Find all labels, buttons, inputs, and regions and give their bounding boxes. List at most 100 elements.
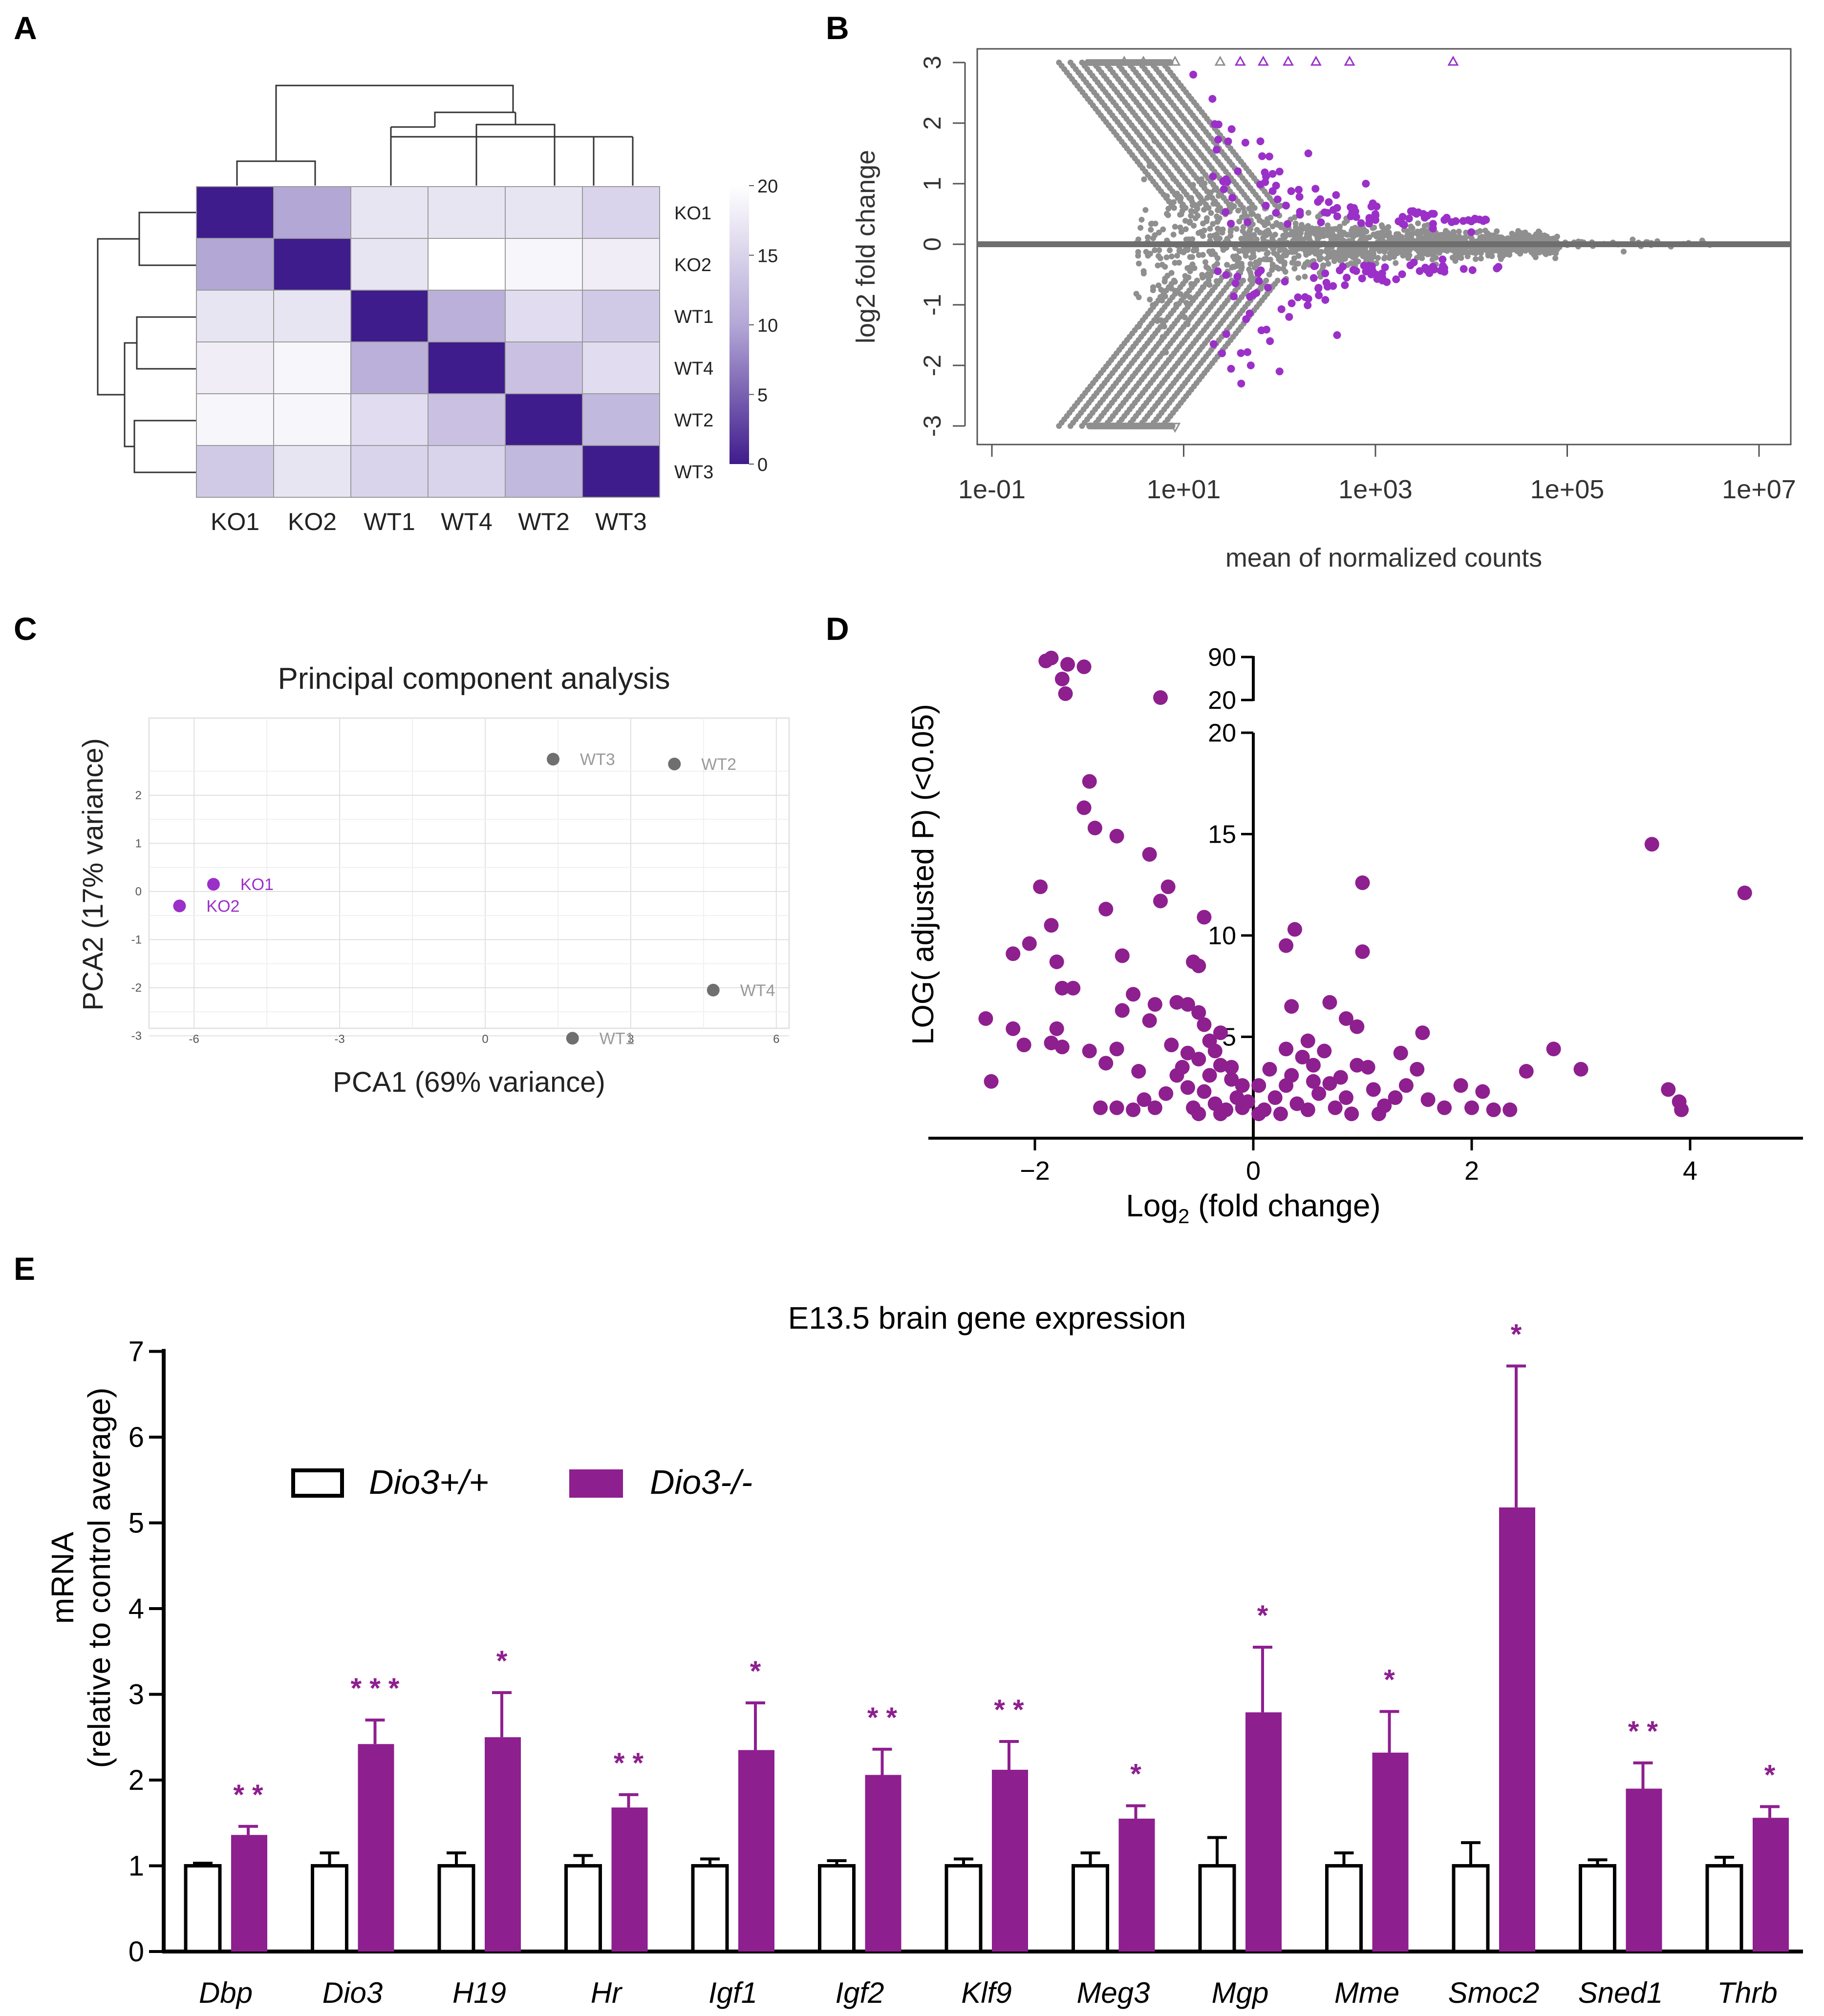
heatmap-cell [505,186,583,239]
heatmap-column-labels: KO1 KO2 WT1 WT4 WT2 WT3 [211,508,647,535]
ma-point [1251,232,1257,238]
pca-y-tick-label: -3 [131,1030,142,1043]
volcano-y-tick-label: 10 [1208,922,1236,950]
knockout-bar [231,1835,267,1952]
bar-y-tick-label: 7 [129,1336,144,1368]
colorbar-tick-label: 15 [757,246,778,267]
ma-point [1159,334,1166,340]
heatmap-row-label: WT4 [674,359,713,379]
ma-point [1212,199,1218,205]
colorbar-tick-label: 5 [757,385,768,406]
heatmap-cell [273,186,351,239]
ma-point [1197,193,1203,200]
ma-point [1135,236,1141,243]
bar-category-label: Meg3 [1076,1976,1150,2009]
heatmap-cell [196,341,274,394]
pca-y-tick-label: 2 [135,789,142,802]
volcano-point [1273,1106,1288,1122]
heatmap-cell [273,341,351,394]
ma-significant-point [1459,265,1468,273]
ma-point [1326,231,1332,237]
volcano-point [1044,918,1059,933]
ma-point [1151,138,1158,144]
volcano-point [1322,1076,1337,1091]
ma-point [1162,293,1168,299]
ma-significant-point [1343,274,1351,282]
ma-significant-point [1295,192,1304,201]
volcano-point [1437,1100,1452,1115]
volcano-point [1213,1106,1228,1122]
volcano-point [1131,1064,1146,1079]
volcano-point [1137,1092,1152,1107]
pca-title: Principal component analysis [278,662,670,696]
ma-point [1191,265,1198,271]
ma-point [1178,248,1184,255]
ma-point [1408,223,1414,230]
volcano-upper-tick-label: 20 [1208,686,1236,715]
knockout-bar [865,1775,901,1952]
ma-significant-point [1281,277,1289,286]
ma-triangle [1137,55,1149,66]
ma-significant-point [1406,261,1415,270]
ma-significant-point [1430,210,1438,218]
pca-x-tick-label: 0 [482,1033,488,1046]
ma-significant-point [1311,185,1320,193]
ma-point [1147,297,1153,303]
ma-significant-point [1219,177,1227,186]
volcano-point [1159,1086,1174,1101]
heatmap-cells [196,186,660,498]
ma-point [1168,285,1175,292]
bar-chart-panel: E13.5 brain gene expression 0 1 2 3 4 5 6 7 * *… [45,1300,1803,2009]
ma-significant-point [1438,262,1447,270]
significance-marker: * [496,1645,508,1677]
ma-significant-point [1288,299,1296,307]
ma-point [1278,221,1284,228]
volcano-point [1082,1043,1097,1059]
heatmap-column-label: WT3 [595,508,647,535]
ma-point [1552,255,1559,261]
ma-significant-point [1272,181,1280,190]
volcano-point [1338,1090,1353,1105]
ma-point [1155,262,1161,269]
heatmap-cell [350,445,429,498]
pca-gridlines [149,718,789,1037]
volcano-point [1306,1074,1321,1089]
ma-significant-point [1438,255,1447,263]
significance-marker: * * [1628,1716,1658,1747]
pca-point [707,983,720,997]
ma-point [1274,277,1281,284]
ma-significant-point [1277,305,1286,313]
ma-significant-point [1246,361,1255,369]
significance-marker: * [750,1655,761,1687]
ma-significant-point [1262,172,1270,181]
ma-significant-point [1275,367,1284,376]
volcano-point [1224,1072,1239,1087]
heatmap-cell [196,290,274,342]
volcano-point [1213,1058,1228,1073]
ma-point [1215,192,1222,199]
pca-point [207,878,220,891]
ma-triangle [1344,55,1355,66]
ma-significant-point [1365,215,1373,224]
volcano-point [1279,1041,1294,1057]
ma-significant-point [1452,217,1460,225]
ma-point [1248,211,1255,217]
ma-point [1350,254,1356,260]
ma-point [1159,297,1165,304]
volcano-point [1453,1078,1468,1093]
significance-marker: * [1764,1759,1776,1791]
ma-point [1472,256,1479,262]
ma-y-tick-label: 3 [919,56,946,69]
legend-swatch-control [291,1468,344,1498]
ma-point [1183,299,1189,306]
ma-significant-point [1352,267,1360,275]
ma-point [1253,236,1260,243]
ma-point [1135,249,1141,255]
ma-point [1236,248,1243,254]
ma-significant-point [1242,315,1250,323]
heatmap-colorbar-ticks: 20 15 10 5 0 [749,176,778,475]
volcano-point [1573,1061,1588,1077]
ma-significant-point [1256,137,1265,146]
volcano-point [1191,958,1206,974]
bar-category-label: Smoc2 [1448,1976,1540,2009]
